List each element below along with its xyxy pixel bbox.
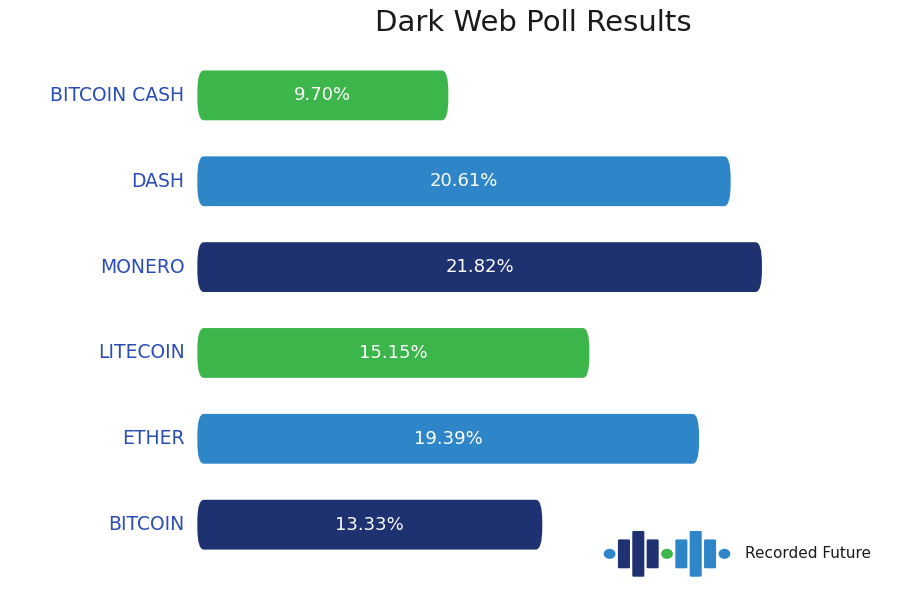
FancyBboxPatch shape	[647, 539, 658, 568]
FancyBboxPatch shape	[632, 531, 644, 577]
Text: 9.70%: 9.70%	[294, 86, 352, 104]
Circle shape	[662, 550, 672, 558]
FancyBboxPatch shape	[618, 539, 630, 568]
Text: Recorded Future: Recorded Future	[745, 547, 870, 561]
Circle shape	[605, 550, 614, 558]
Title: Dark Web Poll Results: Dark Web Poll Results	[376, 10, 692, 37]
Text: BITCOIN CASH: BITCOIN CASH	[50, 86, 185, 105]
FancyBboxPatch shape	[704, 539, 716, 568]
Text: MONERO: MONERO	[100, 258, 185, 276]
Text: 13.33%: 13.33%	[335, 516, 405, 534]
Text: ETHER: ETHER	[122, 429, 185, 448]
Text: DASH: DASH	[131, 172, 185, 191]
FancyBboxPatch shape	[197, 414, 699, 464]
Text: 21.82%: 21.82%	[445, 258, 514, 276]
Circle shape	[719, 550, 729, 558]
FancyBboxPatch shape	[197, 70, 448, 120]
Text: LITECOIN: LITECOIN	[98, 344, 185, 362]
Text: 20.61%: 20.61%	[430, 172, 498, 190]
Text: BITCOIN: BITCOIN	[109, 515, 185, 534]
FancyBboxPatch shape	[197, 328, 589, 378]
FancyBboxPatch shape	[675, 539, 687, 568]
FancyBboxPatch shape	[690, 531, 701, 577]
FancyBboxPatch shape	[197, 500, 543, 550]
FancyBboxPatch shape	[197, 242, 762, 292]
Text: 19.39%: 19.39%	[414, 430, 483, 448]
Text: 15.15%: 15.15%	[359, 344, 428, 362]
FancyBboxPatch shape	[197, 157, 731, 206]
